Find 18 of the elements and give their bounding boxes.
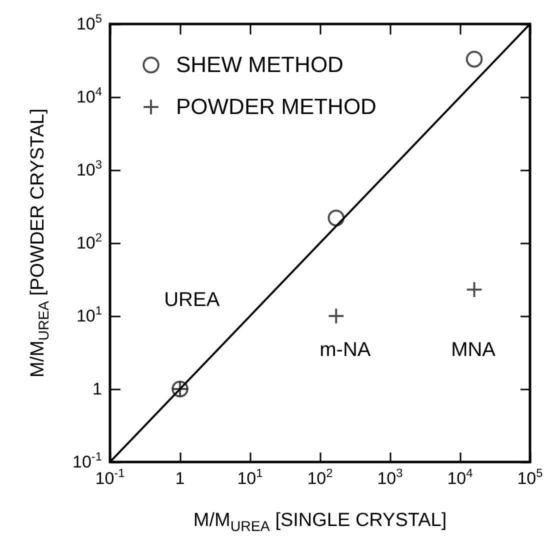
- annotation: MNA: [451, 339, 496, 362]
- x-tick-label: 10$^{5}$: [517, 466, 543, 488]
- y-tick-label: 10$^{5}$: [76, 11, 102, 34]
- x-axis-title: M/M$_{UREA}$ [SINGLE CRYSTAL]: [192, 510, 448, 535]
- y-tick-label: 10$^{4}$: [76, 84, 102, 106]
- legend-label: SHEW METHOD: [176, 52, 344, 77]
- x-tick-label: 10$^{2}$: [307, 466, 333, 488]
- y-tick-label: 1: [92, 380, 102, 398]
- y-tick-label: 10$^{3}$: [76, 157, 102, 180]
- legend-label: POWDER METHOD: [176, 94, 376, 119]
- y-tick-label: 10$^{2}$: [76, 230, 102, 252]
- x-tick-label: 1: [175, 469, 185, 488]
- x-tick-label: 10$^{1}$: [237, 466, 263, 488]
- x-tick-label: 10$^{3}$: [377, 466, 403, 488]
- annotation: UREA: [164, 288, 220, 311]
- y-tick-label: 10$^{1}$: [76, 303, 102, 326]
- x-tick-label: 10$^{4}$: [447, 466, 473, 488]
- annotation: m-NA: [320, 339, 371, 362]
